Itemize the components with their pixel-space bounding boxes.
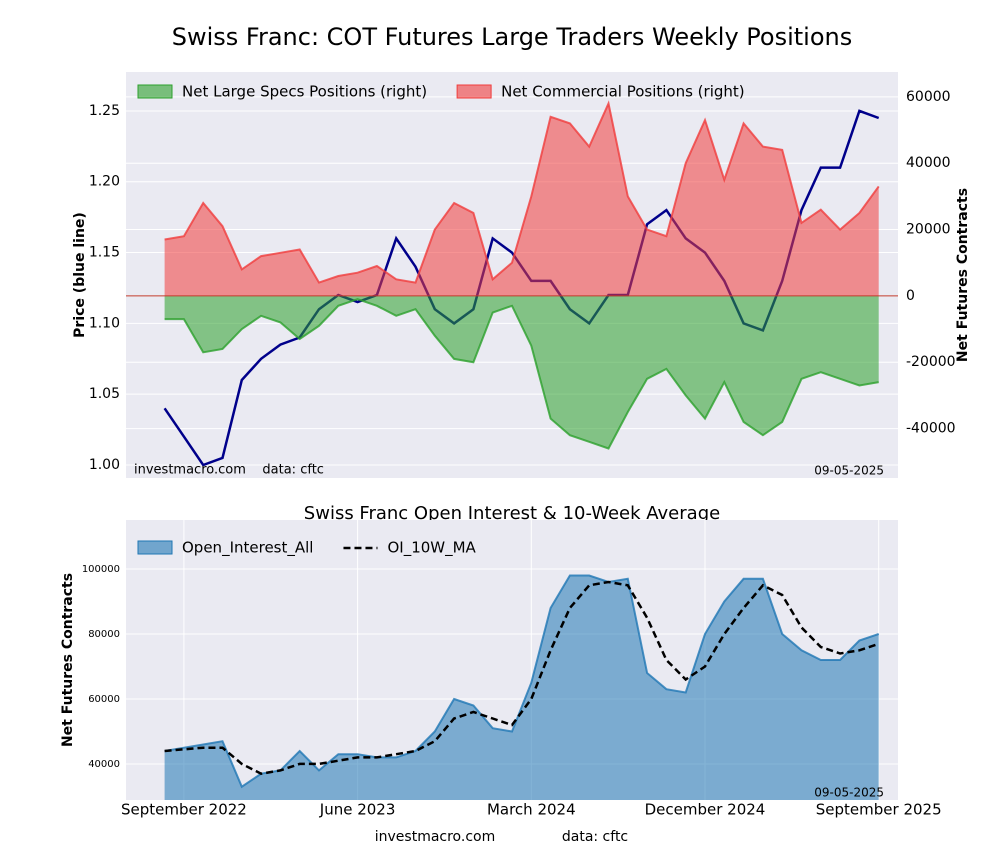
plot-layer bbox=[126, 96, 898, 467]
legend-swatch bbox=[456, 84, 492, 99]
y2-tick-label: 60000 bbox=[906, 89, 951, 105]
chart-title: Swiss Franc: COT Futures Large Traders W… bbox=[172, 23, 852, 51]
y2-tick-label: 20000 bbox=[906, 222, 951, 238]
y-tick-label: 80000 bbox=[88, 629, 120, 640]
y-tick-label: 40000 bbox=[88, 759, 120, 770]
x-tick-label: September 2022 bbox=[121, 801, 247, 819]
y-axis-label: Net Futures Contracts bbox=[60, 573, 76, 747]
area-edge bbox=[164, 574, 880, 789]
y2-tick-label: 0 bbox=[906, 288, 915, 304]
legend-label: Net Commercial Positions (right) bbox=[501, 83, 745, 101]
x-tick-label: June 2023 bbox=[319, 801, 396, 819]
date-label: 09-05-2025 bbox=[814, 786, 884, 800]
line bbox=[164, 580, 880, 776]
x-tick-label: March 2024 bbox=[487, 801, 576, 819]
legend-swatch bbox=[137, 540, 173, 555]
y-tick-label: 1.20 bbox=[89, 174, 120, 190]
y-tick-label: 1.25 bbox=[89, 103, 120, 119]
y2-tick-label: -40000 bbox=[906, 421, 956, 437]
y2-tick-label: -20000 bbox=[906, 354, 956, 370]
legend-swatch bbox=[137, 84, 173, 99]
area bbox=[164, 295, 879, 449]
y-tick-label: 1.00 bbox=[89, 457, 120, 473]
y-tick-label: 100000 bbox=[82, 564, 120, 575]
area-edge bbox=[164, 100, 880, 284]
footer-site: investmacro.com bbox=[375, 829, 495, 845]
y-tick-label: 1.05 bbox=[89, 386, 120, 402]
y-tick-label: 1.15 bbox=[89, 245, 120, 261]
watermark: investmacro.com data: cftc bbox=[134, 463, 324, 478]
y2-axis-label: Net Futures Contracts bbox=[955, 188, 971, 362]
area-edge bbox=[164, 298, 879, 450]
area bbox=[164, 103, 879, 296]
area bbox=[164, 575, 879, 800]
y-tick-label: 1.10 bbox=[89, 315, 120, 331]
legend-label: OI_10W_MA bbox=[387, 539, 476, 558]
y-axis-label: Price (blue line) bbox=[72, 212, 88, 338]
y-tick-label: 60000 bbox=[88, 694, 120, 705]
date-label: 09-05-2025 bbox=[814, 464, 884, 478]
x-tick-label: September 2025 bbox=[816, 801, 942, 819]
footer-source: data: cftc bbox=[562, 829, 628, 845]
legend-label: Open_Interest_All bbox=[182, 539, 313, 558]
chart-title: Swiss Franc Open Interest & 10-Week Aver… bbox=[304, 503, 720, 524]
plot-layer bbox=[126, 520, 898, 800]
x-tick-label: December 2024 bbox=[645, 801, 766, 819]
legend-label: Net Large Specs Positions (right) bbox=[182, 83, 427, 101]
y2-tick-label: 40000 bbox=[906, 155, 951, 171]
